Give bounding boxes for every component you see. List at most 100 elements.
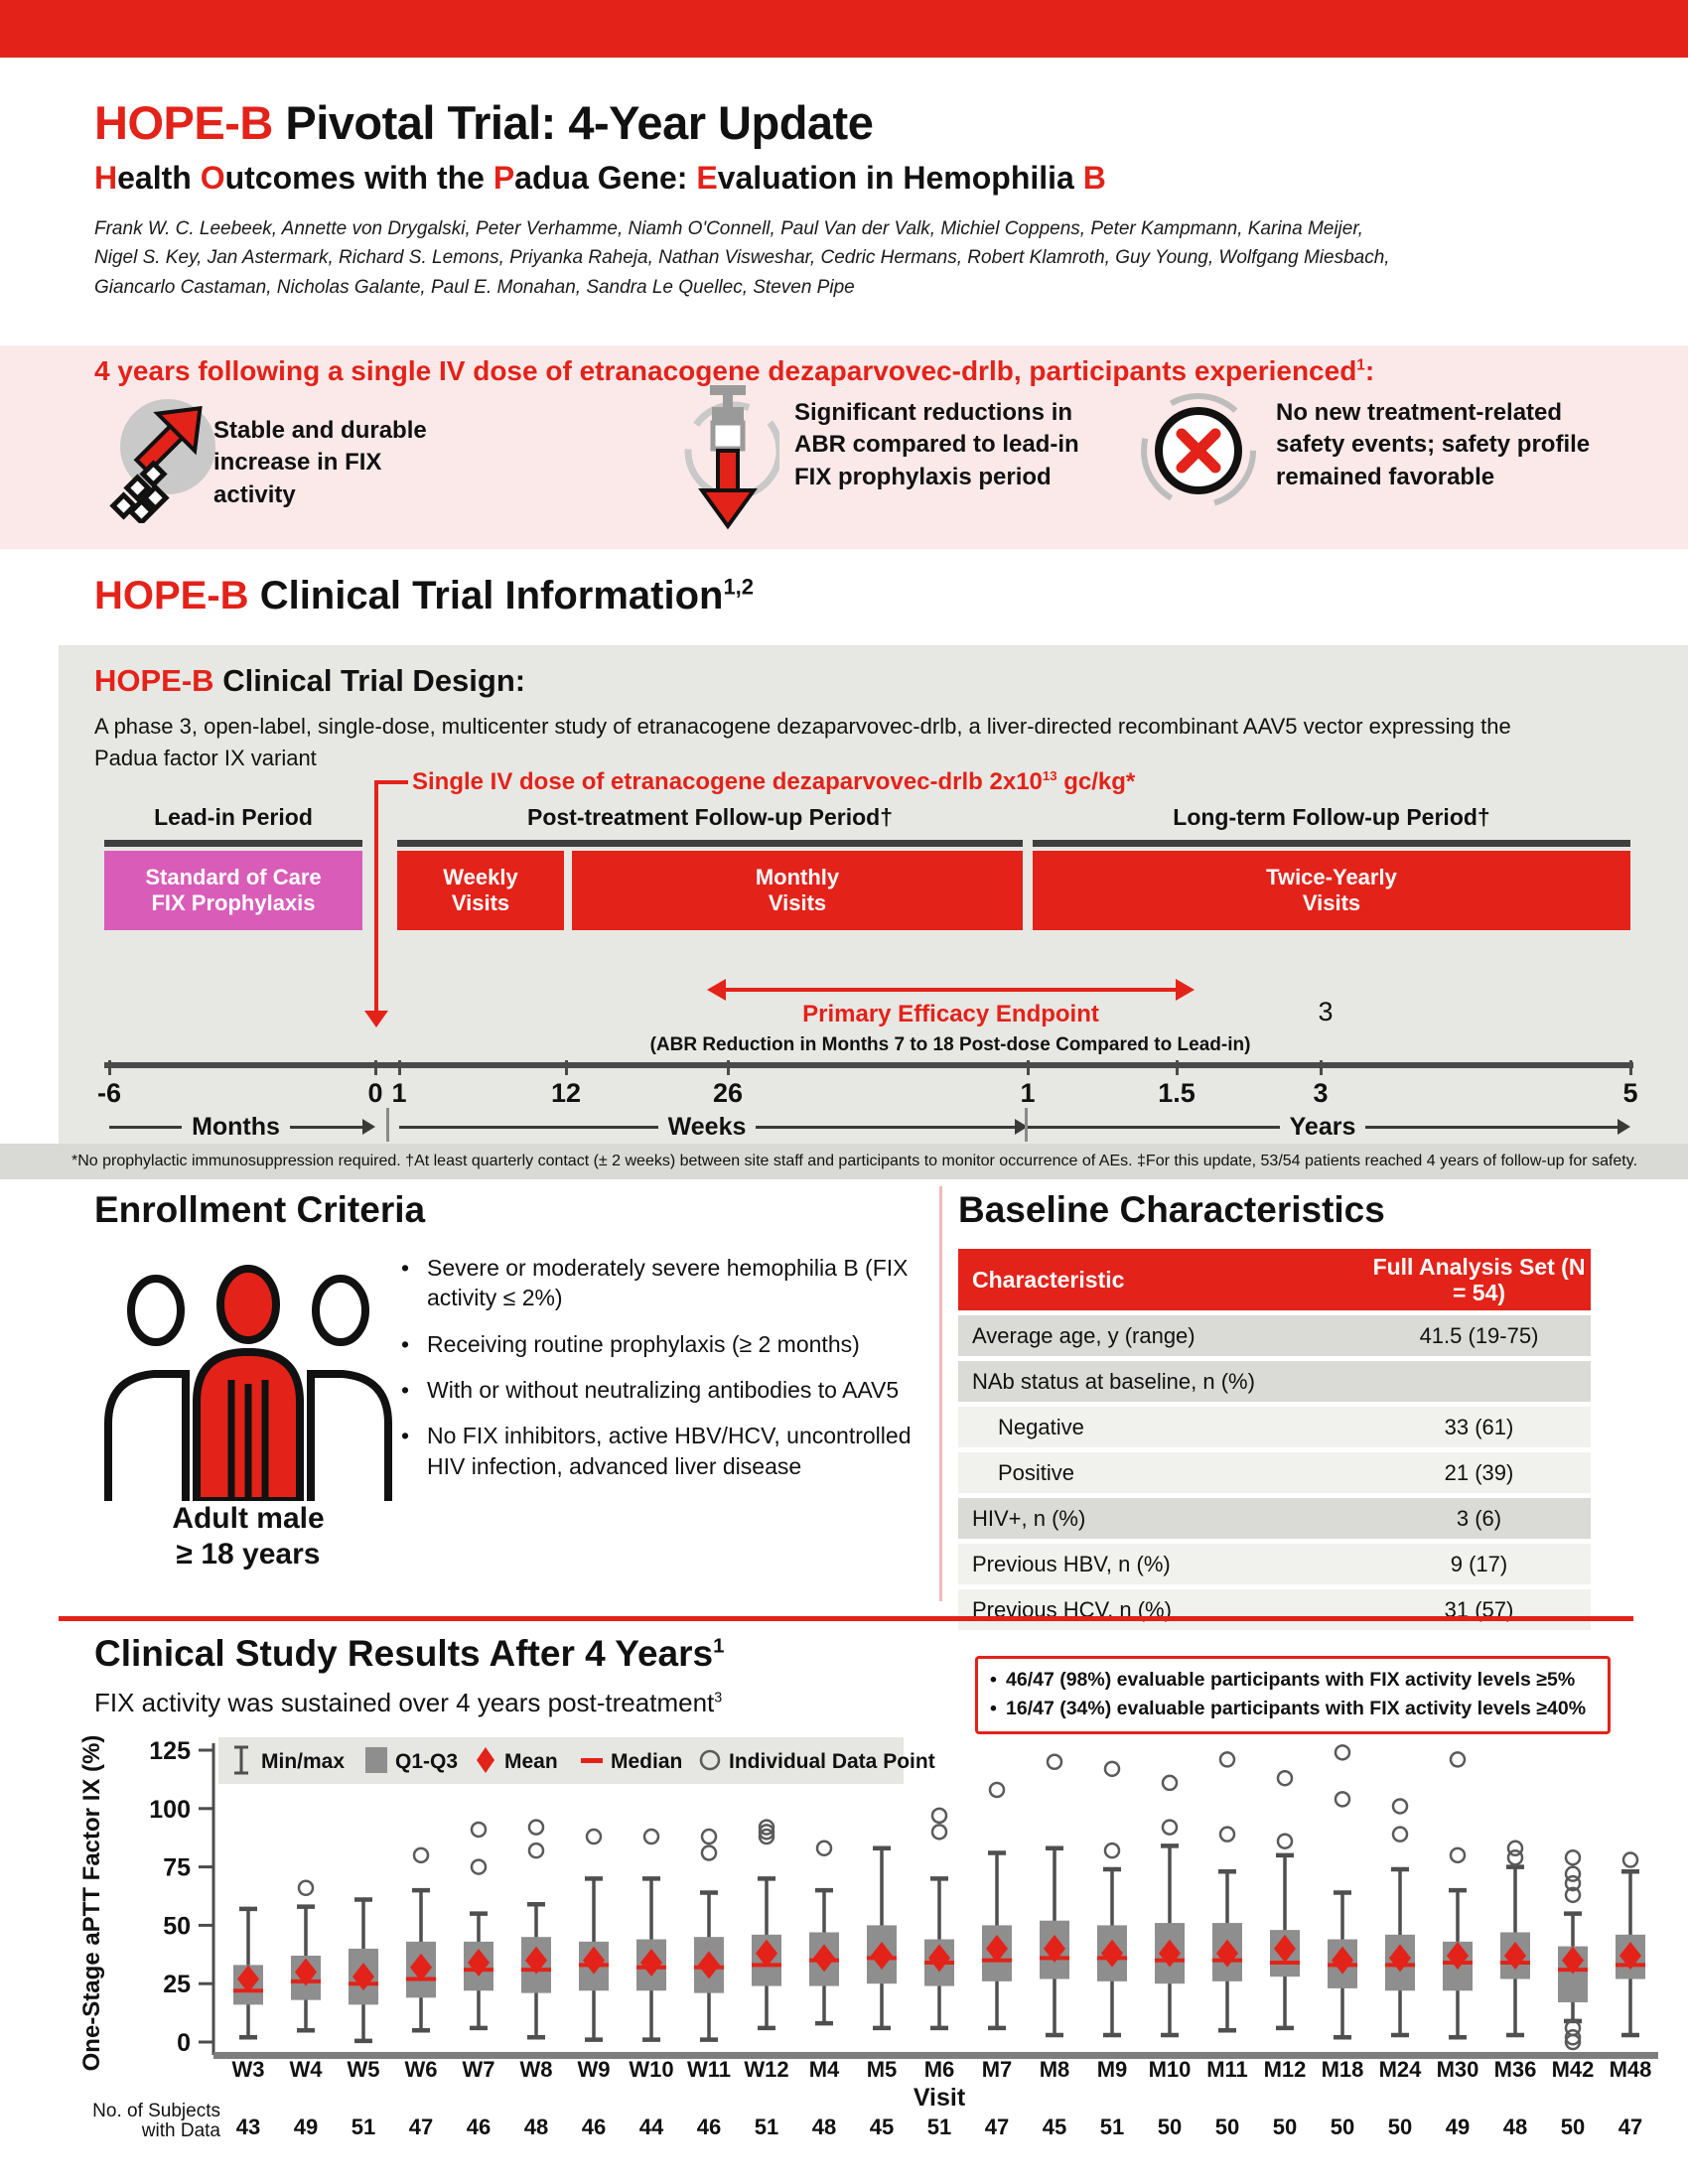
mean-diamond (813, 1944, 835, 1973)
page-title: HOPE-B Pivotal Trial: 4-Year Update (94, 95, 1604, 150)
outlier-point (1103, 1760, 1121, 1778)
mean-diamond (986, 1934, 1008, 1963)
author-line: Frank W. C. Leebeek, Annette von Drygals… (94, 218, 1363, 239)
legend-band (218, 1737, 904, 1784)
x-tick-label: M10 (1149, 2057, 1192, 2082)
mean-diamond (1619, 1941, 1641, 1970)
y-tick-label: 0 (177, 2029, 191, 2057)
outlier-point (930, 1824, 948, 1841)
value-cell: 33 (61) (1444, 1414, 1514, 1439)
section-heading-enrollment: Enrollment Criteria (94, 1189, 426, 1230)
x-tick-label: M48 (1610, 2057, 1652, 2082)
arrow-right-icon (362, 1119, 375, 1135)
timeline-box-weekly-visits: Weekly Visits (397, 851, 564, 930)
mean-diamond (640, 1949, 662, 1978)
x-tick-label: W9 (578, 2057, 611, 2082)
title-brand: HOPE-B (94, 96, 273, 149)
trial-design-heading: HOPE-B Clinical Trial Design: (94, 663, 526, 698)
y-tick-label: 50 (163, 1912, 191, 1940)
primary-endpoint-sublabel: (ABR Reduction in Months 7 to 18 Post-do… (649, 1034, 1251, 1055)
x-axis-title: Visit (914, 2084, 966, 2112)
reference-superscript: 3 (714, 1690, 723, 1706)
results-highlights-box: 46/47 (98%) evaluable participants with … (975, 1656, 1611, 1734)
mean-diamond (237, 1965, 259, 1993)
mean-diamond (928, 1944, 950, 1973)
n-subjects-value: 50 (1331, 2115, 1354, 2139)
y-tick-label: 125 (149, 1737, 191, 1765)
n-subjects-value: 51 (755, 2115, 778, 2139)
characteristic-cell: Negative (998, 1414, 1084, 1439)
characteristic-cell: Previous HBV, n (%) (972, 1551, 1171, 1576)
column-divider (939, 1186, 942, 1601)
period-bar (1033, 840, 1630, 847)
dose-label: Single IV dose of etranacogene dezaparvo… (412, 768, 1136, 795)
outlier-point (1391, 1798, 1409, 1815)
outlier-point (1391, 1826, 1409, 1843)
mean-diamond (1562, 1946, 1584, 1975)
outlier-point (412, 1846, 430, 1864)
outlier-point (988, 1781, 1006, 1799)
outlier-point (1449, 1751, 1467, 1768)
period-bar (104, 840, 362, 847)
mean-diamond (756, 1939, 777, 1968)
outlier-point (700, 1828, 718, 1845)
y-tick-label: 100 (149, 1796, 191, 1824)
key-findings-banner: 4 years following a single IV dose of et… (0, 345, 1688, 549)
value-cell: 21 (39) (1444, 1459, 1514, 1485)
n-subjects-value: 45 (1043, 2115, 1066, 2139)
author-line: Nigel S. Key, Jan Astermark, Richard S. … (94, 247, 1390, 269)
x-tick-label: W11 (687, 2057, 731, 2082)
outlier-point (470, 1858, 488, 1875)
primary-endpoint-arrow (707, 979, 1195, 1001)
mean-diamond (1216, 1939, 1238, 1968)
mean-legend-icon (477, 1747, 494, 1773)
table-header-row: Characteristic Full Analysis Set (N = 54… (958, 1249, 1591, 1310)
x-tick-label: M42 (1552, 2057, 1595, 2082)
mean-diamond (1504, 1941, 1526, 1970)
table-row: Negative 33 (61) (958, 1407, 1591, 1447)
outlier-point (1046, 1753, 1063, 1771)
median-legend-icon (581, 1758, 603, 1763)
mean-diamond (1332, 1946, 1353, 1975)
n-subjects-value: 50 (1273, 2115, 1297, 2139)
top-red-bar (0, 0, 1688, 58)
value-cell: 3 (6) (1456, 1505, 1502, 1531)
page-subtitle: Health Outcomes with the Padua Gene: Eva… (94, 160, 1106, 196)
dose-arrowhead-icon (364, 1011, 388, 1027)
outlier-point (1218, 1751, 1236, 1768)
x-tick-label: M24 (1379, 2057, 1423, 2082)
highlight-item: 46/47 (98%) evaluable participants with … (990, 1666, 1596, 1696)
n-subjects-value: 43 (236, 2115, 260, 2139)
x-axis-line (213, 2052, 1658, 2059)
outlier-point (1276, 1769, 1294, 1787)
n-subjects-value: 47 (409, 2115, 433, 2139)
x-tick-label: W12 (744, 2057, 788, 2082)
outlier-point (1449, 1846, 1467, 1864)
outlier-point (815, 1840, 833, 1857)
section-divider-rule (59, 1616, 1633, 1621)
timeline-box-monthly-visits: Monthly Visits (572, 851, 1023, 930)
legend-label: Median (611, 1750, 682, 1773)
mean-diamond (410, 1953, 432, 1981)
banner-headline: 4 years following a single IV dose of et… (94, 355, 1375, 386)
legend-label: Q1-Q3 (395, 1750, 458, 1773)
enrollment-bullet-list: Severe or moderately severe hemophilia B… (397, 1253, 938, 1497)
value-cell: 9 (17) (1450, 1551, 1508, 1576)
outlier-point (1564, 2029, 1582, 2046)
trial-design-panel: HOPE-B Clinical Trial Design: A phase 3,… (59, 645, 1688, 1144)
reference-superscript: 1 (1356, 356, 1365, 374)
mean-diamond (352, 1963, 374, 1991)
design-footnote: *No prophylactic immunosuppression requi… (0, 1144, 1688, 1179)
outlier-point (297, 1879, 315, 1897)
x-tick-label: W5 (348, 2057, 380, 2082)
n-subjects-value: 51 (1100, 2115, 1124, 2139)
arrow-right-icon (1015, 1119, 1029, 1135)
author-list: Frank W. C. Leebeek, Annette von Drygals… (94, 214, 1604, 302)
x-tick-label: M30 (1437, 2057, 1479, 2082)
outlier-point (1161, 1819, 1179, 1836)
period-bar (397, 840, 1023, 847)
data-point-legend-icon (699, 1749, 721, 1771)
outlier-point (1334, 1791, 1351, 1808)
reference-superscript: 1 (713, 1635, 725, 1658)
legend-label: Individual Data Point (729, 1750, 935, 1773)
